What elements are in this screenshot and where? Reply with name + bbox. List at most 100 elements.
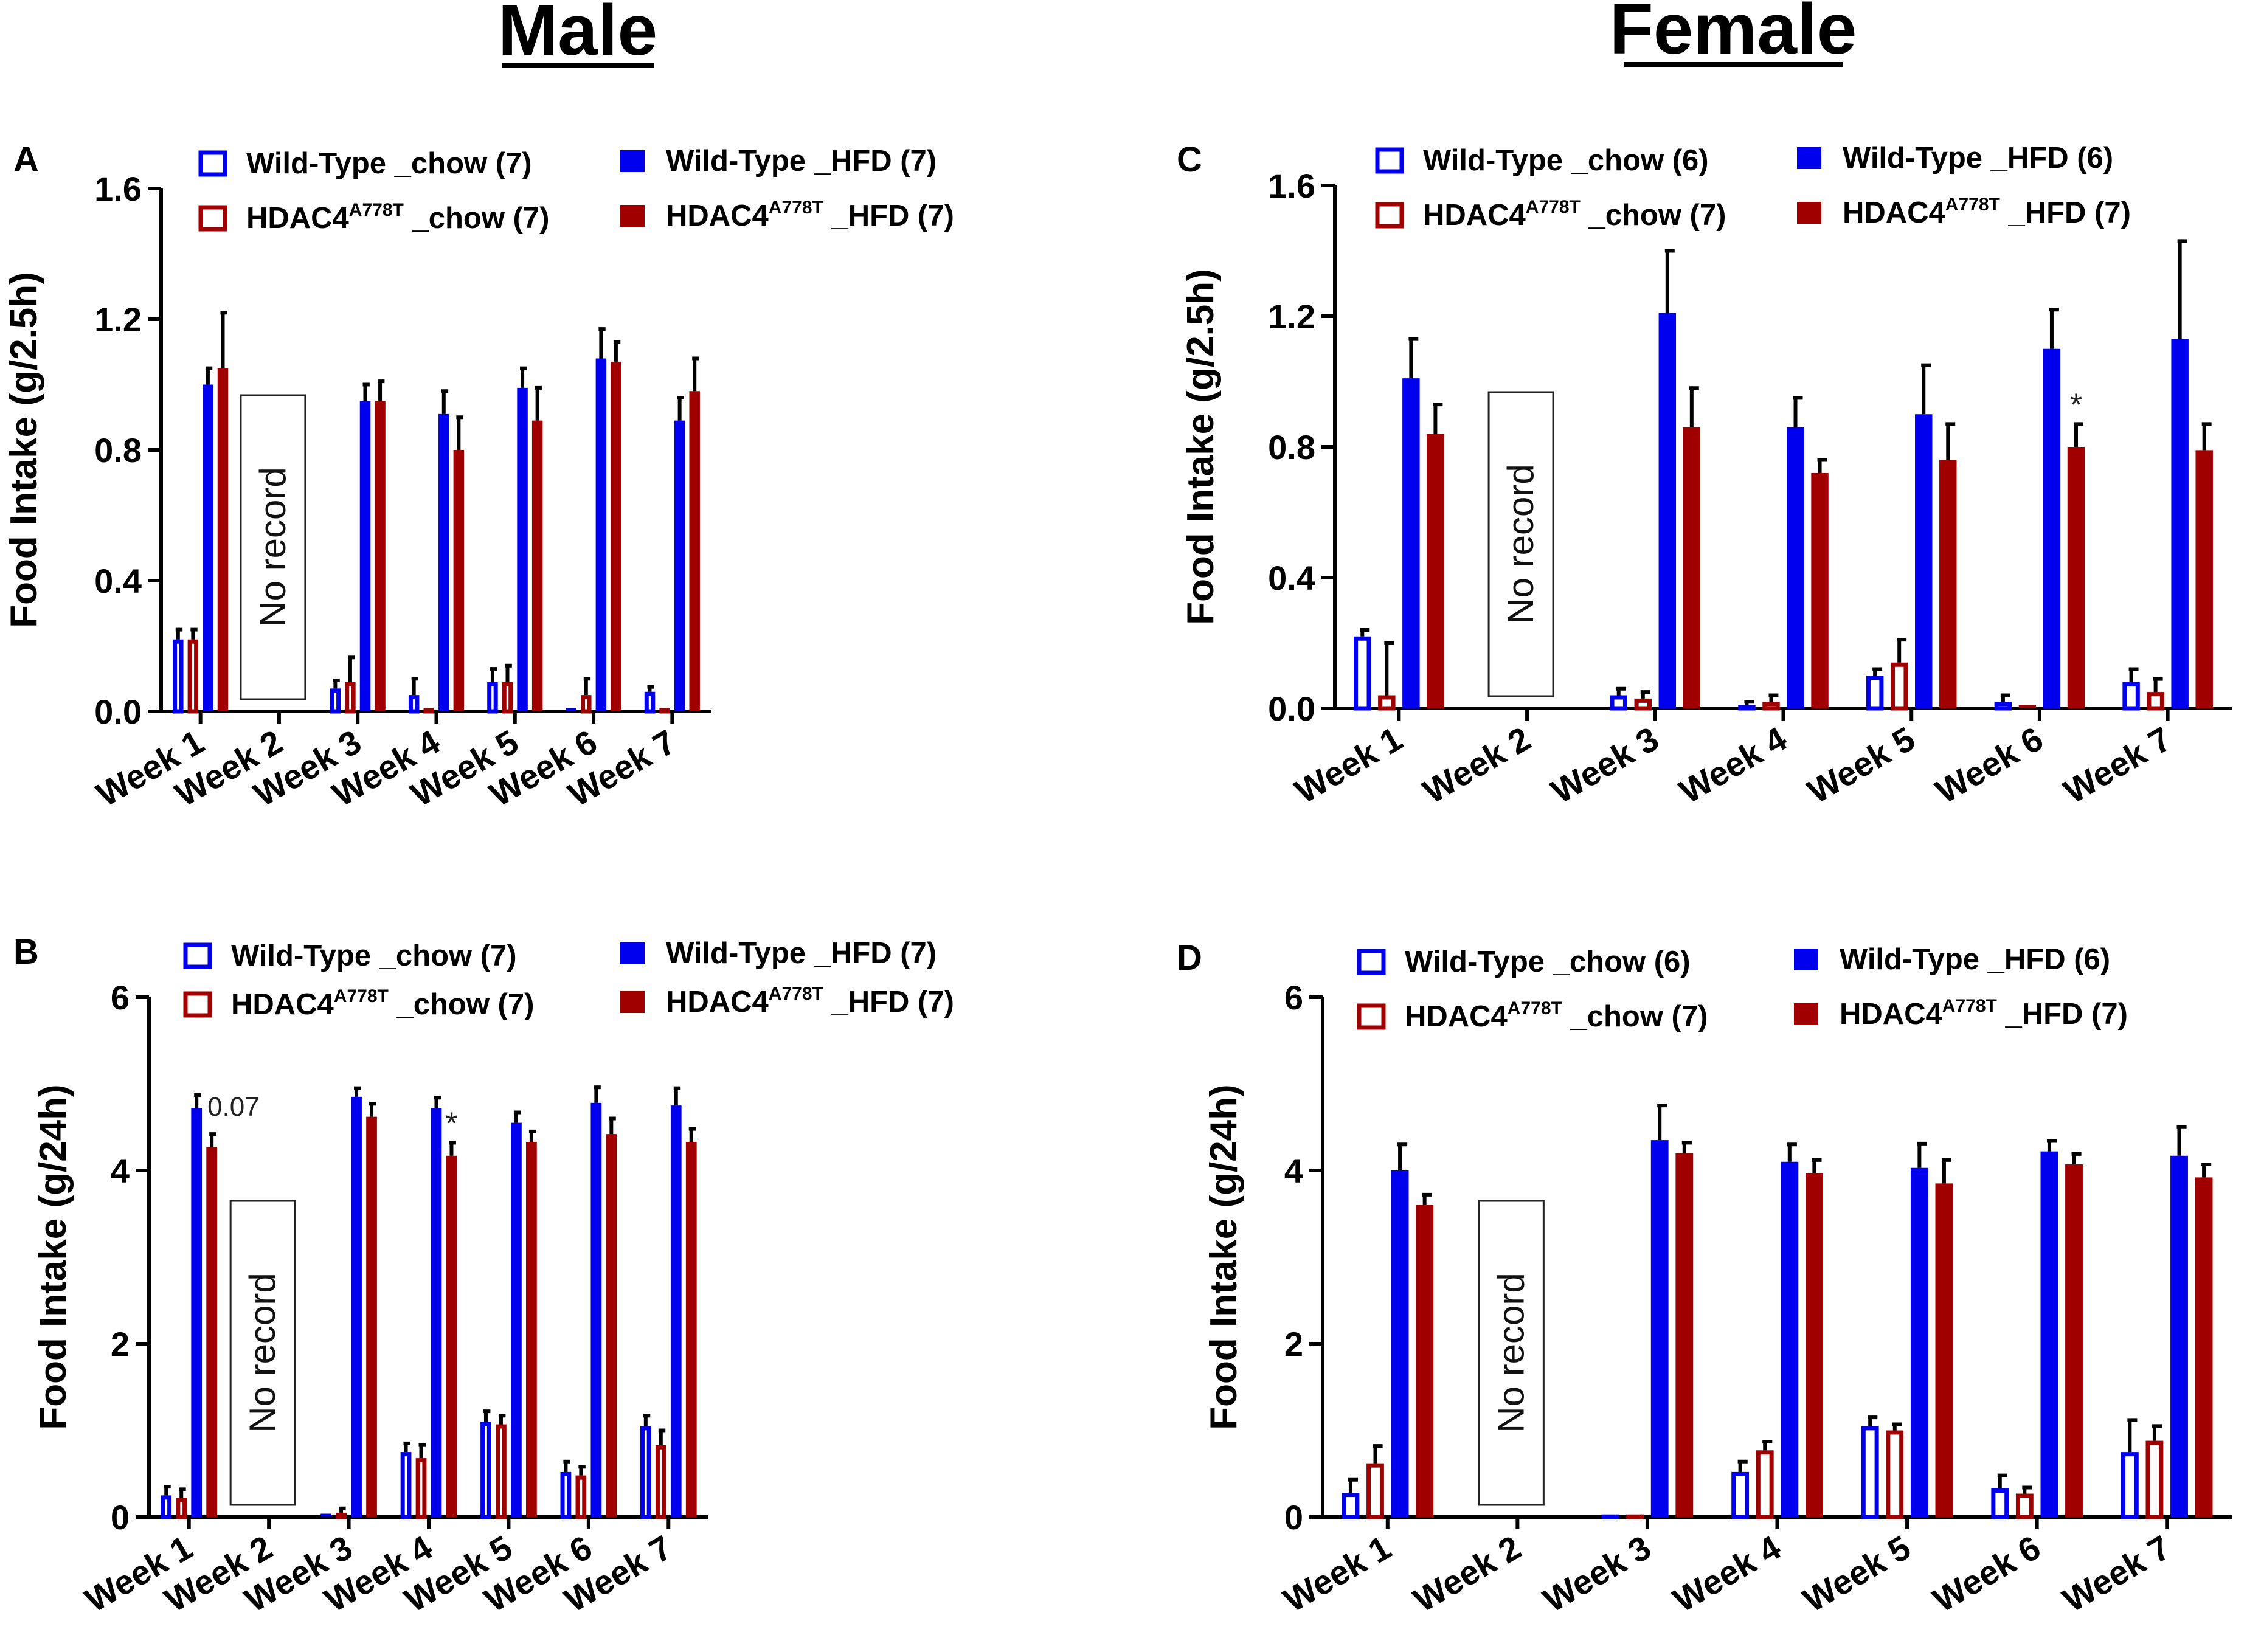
y-tick-label: 0.8 <box>1268 428 1315 466</box>
legend-hdac-name: HDAC4 <box>1843 196 1945 229</box>
legend-hdac-name: HDAC4 <box>666 986 769 1018</box>
bar-wt-chow <box>1354 636 1371 711</box>
x-tick-label: Week 4 <box>1673 719 1793 811</box>
legend-swatch-hdac-chow <box>198 205 227 232</box>
bar-hdac-chow <box>187 639 199 714</box>
y-tick-label: 0 <box>1284 1498 1303 1536</box>
legend-swatch-hdac-chow <box>1357 1003 1386 1030</box>
bar-hdac-hfd <box>2067 447 2085 708</box>
bar-wt-chow <box>1866 676 1884 711</box>
bar-hdac-hfd <box>375 401 386 711</box>
legend-label-wt-hfd: Wild-Type _HFD (7) <box>666 145 937 178</box>
week-group-4 <box>408 389 465 714</box>
bar-hdac-chow <box>2147 692 2164 711</box>
x-tick-label: Week 1 <box>1289 719 1409 811</box>
bar-hdac-chow <box>1890 662 1908 711</box>
x-tick-label: Week 4 <box>1667 1528 1787 1620</box>
bar-hdac-chow <box>2015 1493 2034 1519</box>
bar-hdac-chow <box>423 708 434 714</box>
legend-hdac-superscript: A778T <box>334 986 389 1006</box>
bar-hdac-chow <box>655 1445 666 1519</box>
panel-letter: B <box>13 932 39 972</box>
bar-wt-hfd <box>1402 378 1420 708</box>
panels: A 0.0 0.4 0.8 1.2 1.6 Food Intake (g/2.5h) Week… <box>3 140 2232 1619</box>
legend-swatch-wt-hfd <box>620 942 645 964</box>
significance-star: * <box>445 1106 457 1141</box>
panel-letter: D <box>1177 938 1202 978</box>
no-record-border <box>1478 1200 1545 1506</box>
bar-wt-chow <box>640 1426 651 1519</box>
female-title: Female <box>1610 0 1857 69</box>
y-tick-label: 0.0 <box>94 693 142 731</box>
y-tick-label: 0.8 <box>94 431 142 469</box>
legend-swatch-hdac-chow <box>183 991 212 1018</box>
bar-hdac-hfd <box>531 420 543 711</box>
bar-hdac-hfd <box>526 1141 537 1517</box>
week-group-3 <box>330 379 386 714</box>
week-group-5 <box>1866 363 1957 711</box>
bar-hdac-chow <box>1756 1450 1774 1519</box>
bar-wt-hfd <box>517 387 528 711</box>
panel-D: D 0 2 4 6 Food Intake (g/24h) Week 1 Week 2 No r… <box>1177 938 2232 1619</box>
legend-label-wt-hfd: Wild-Type _HFD (7) <box>666 937 937 970</box>
bar-hdac-chow <box>1762 702 1780 711</box>
y-tick-label: 0.4 <box>94 562 142 600</box>
bar-wt-chow <box>1991 1488 2009 1519</box>
bar-hdac-hfd <box>1939 460 1957 708</box>
y-tick-label: 2 <box>111 1325 130 1363</box>
legend-label-hdac-chow: HDAC4A778T _chow (7) <box>231 986 534 1021</box>
bar-hdac-hfd <box>1427 434 1444 708</box>
y-tick-label: 2 <box>1284 1325 1303 1363</box>
y-axis-title: Food Intake (g/24h) <box>1203 1084 1245 1429</box>
legend-hdac-suffix: _HFD (7) <box>1997 998 2128 1031</box>
y-axis-title: Food Intake (g/24h) <box>32 1084 74 1429</box>
bar-hdac-chow <box>581 695 592 714</box>
y-tick-label: 1.6 <box>1268 167 1315 205</box>
week-group-7 <box>644 356 700 714</box>
bar-hdac-hfd <box>1811 473 1829 708</box>
x-tick-label: Week 6 <box>1927 1528 2047 1620</box>
bar-hdac-hfd <box>453 450 465 711</box>
legend-swatch-hdac-hfd <box>620 205 645 227</box>
x-tick-label: Week 7 <box>2057 719 2178 811</box>
legend-label-hdac-hfd: HDAC4A778T _HFD (7) <box>1840 996 2128 1031</box>
bar-wt-chow <box>1994 702 2012 711</box>
bar-hdac-hfd <box>2195 450 2213 708</box>
y-axis-title: Food Intake (g/2.5h) <box>1180 269 1222 625</box>
legend-hdac-suffix: _HFD (7) <box>823 986 954 1018</box>
week-group-6 <box>566 327 621 714</box>
legend: Wild-Type _chow (6)HDAC4A778T _chow (7)W… <box>1357 943 2128 1033</box>
bar-wt-chow <box>560 1471 572 1519</box>
bar-wt-chow <box>408 695 420 714</box>
bar-hdac-chow <box>575 1475 587 1519</box>
legend-label-hdac-chow: HDAC4A778T _chow (7) <box>246 200 549 235</box>
week-group-5 <box>480 1110 537 1519</box>
legend-hdac-superscript: A778T <box>1942 996 1997 1016</box>
legend-swatch-wt-hfd <box>1794 949 1818 970</box>
bar-wt-hfd <box>674 420 685 711</box>
legend-hdac-suffix: _chow (7) <box>404 202 550 235</box>
bar-hdac-chow <box>1886 1430 1904 1519</box>
bar-hdac-chow <box>415 1458 427 1519</box>
legend-label-wt-hfd: Wild-Type _HFD (6) <box>1843 142 2113 175</box>
legend-hdac-superscript: A778T <box>769 984 823 1004</box>
legend-hdac-suffix: _chow (7) <box>389 988 535 1021</box>
bar-wt-hfd <box>1650 1140 1669 1517</box>
bar-wt-hfd <box>1910 1167 1928 1517</box>
no-record-border <box>229 1200 296 1506</box>
week-group-4: * <box>400 1096 458 1519</box>
bar-wt-chow <box>173 639 184 714</box>
bar-hdac-hfd <box>1935 1183 1953 1517</box>
bar-wt-hfd <box>511 1122 522 1517</box>
bar-wt-hfd <box>1391 1170 1409 1517</box>
legend-swatch-wt-chow <box>1375 147 1404 174</box>
y-tick-label: 4 <box>1284 1152 1303 1190</box>
week-group-6 <box>1991 1139 2083 1519</box>
bar-hdac-hfd <box>611 361 621 711</box>
y-tick-label: 1.6 <box>94 170 142 208</box>
legend-swatch-wt-hfd <box>1797 147 1821 169</box>
week-group-3 <box>320 1086 377 1519</box>
bar-hdac-hfd <box>217 368 229 711</box>
legend-hdac-name: HDAC4 <box>231 988 334 1021</box>
